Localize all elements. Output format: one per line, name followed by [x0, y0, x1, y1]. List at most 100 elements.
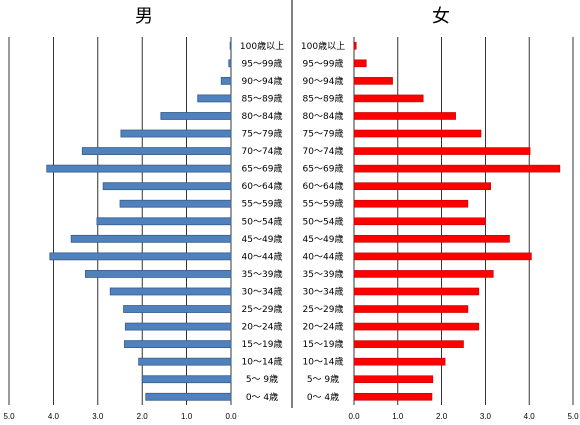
male-bar	[96, 217, 232, 226]
female-age-label: 70～74歳	[303, 145, 344, 157]
female-x-tick-label: 1.0	[392, 412, 404, 421]
female-age-label: 35～39歳	[303, 268, 344, 280]
female-bar	[353, 182, 491, 190]
female-x-tick-label: 5.0	[567, 412, 579, 421]
female-age-label: 55～59歳	[303, 198, 344, 210]
female-bar	[353, 199, 469, 208]
female-bar	[353, 77, 393, 85]
male-x-tick-label: 2.0	[137, 412, 149, 421]
male-age-label: 100歳以上	[240, 40, 284, 52]
female-age-label: 75～79歳	[303, 128, 344, 140]
female-age-label: 25～29歳	[303, 303, 344, 315]
male-bar	[141, 375, 232, 384]
female-bar	[353, 340, 464, 348]
male-bar	[160, 112, 232, 120]
male-bar	[49, 252, 232, 261]
male-bar	[119, 199, 232, 208]
male-age-label: 10～14歳	[242, 356, 283, 368]
female-age-label: 90～94歳	[303, 75, 344, 87]
male-age-label: 65～69歳	[242, 163, 283, 175]
male-bar	[120, 129, 232, 138]
male-age-label: 90～94歳	[242, 75, 283, 87]
female-bar	[353, 392, 433, 401]
male-bar	[229, 41, 232, 50]
female-bar	[353, 235, 510, 243]
female-age-label: 20～24歳	[303, 321, 344, 333]
female-bar	[353, 287, 480, 296]
female-age-label: 5～ 9歳	[307, 373, 339, 385]
female-age-label: 95～99歳	[303, 57, 344, 69]
male-bar	[123, 305, 232, 313]
male-bar	[197, 94, 232, 103]
female-bar	[353, 59, 367, 68]
female-bar	[353, 147, 531, 155]
male-x-tick-label: 0.0	[225, 412, 237, 421]
female-age-label: 30～34歳	[303, 285, 344, 297]
male-bar	[124, 340, 232, 349]
age-group-labels: 100歳以上 100歳以上 95～99歳 95～99歳 90～94歳 90～94歳 85～8…	[240, 40, 345, 403]
male-panel: 5.0 4.0 3.0 2.0 1.0 0.0	[3, 37, 237, 421]
female-bar	[353, 357, 446, 366]
female-bar	[353, 129, 482, 138]
female-x-tick-label: 2.0	[436, 412, 448, 421]
female-age-label: 85～89歳	[303, 92, 344, 104]
male-x-tick-label: 4.0	[48, 412, 60, 421]
male-age-label: 35～39歳	[242, 268, 283, 280]
male-age-label: 30～34歳	[242, 285, 283, 297]
male-bar	[84, 270, 232, 278]
female-bar	[353, 164, 561, 173]
male-age-label: 20～24歳	[242, 321, 283, 333]
male-x-tick-label: 1.0	[181, 412, 193, 421]
female-age-label: 10～14歳	[303, 356, 344, 368]
female-age-label: 0～ 4歳	[307, 391, 339, 403]
female-x-tick-label: 4.0	[524, 412, 536, 421]
male-age-label: 70～74歳	[242, 145, 283, 157]
female-age-label: 45～49歳	[303, 233, 344, 245]
male-bar	[220, 76, 232, 85]
male-age-label: 55～59歳	[242, 198, 283, 210]
male-age-label: 5～ 9歳	[246, 373, 278, 385]
male-bar	[46, 164, 232, 173]
male-bar	[81, 147, 232, 155]
female-x-tick-label: 3.0	[480, 412, 492, 421]
male-age-label: 75～79歳	[242, 128, 283, 140]
male-age-label: 80～84歳	[242, 110, 283, 122]
male-bar	[145, 392, 232, 401]
male-age-label: 45～49歳	[242, 233, 283, 245]
female-x-tick-label: 0.0	[348, 412, 360, 421]
female-age-label: 65～69歳	[303, 163, 344, 175]
male-age-label: 50～54歳	[242, 215, 283, 227]
male-age-label: 15～19歳	[242, 338, 283, 350]
male-age-label: 0～ 4歳	[246, 391, 278, 403]
female-bar	[353, 94, 424, 103]
female-age-label: 50～54歳	[303, 215, 344, 227]
female-age-label: 40～44歳	[303, 250, 344, 262]
female-panel-title: 女	[432, 6, 450, 27]
male-bar	[228, 59, 232, 68]
female-bar	[353, 41, 357, 50]
male-age-label: 85～89歳	[242, 92, 283, 104]
female-age-label: 60～64歳	[303, 180, 344, 192]
male-age-label: 40～44歳	[242, 250, 283, 262]
male-bar	[109, 287, 232, 296]
male-panel-title: 男	[135, 6, 153, 27]
female-bar	[353, 217, 486, 226]
female-bar	[353, 270, 494, 278]
female-bar	[353, 375, 434, 384]
male-age-label: 25～29歳	[242, 303, 283, 315]
female-age-label: 15～19歳	[303, 338, 344, 350]
male-bar	[124, 322, 232, 331]
male-bar	[138, 357, 232, 366]
male-age-label: 95～99歳	[242, 57, 283, 69]
female-bar	[353, 112, 456, 120]
male-bar	[102, 182, 232, 191]
male-bar	[70, 234, 232, 243]
male-x-tick-label: 3.0	[92, 412, 104, 421]
female-age-label: 80～84歳	[303, 110, 344, 122]
female-bar	[353, 252, 532, 261]
female-age-label: 100歳以上	[301, 40, 345, 52]
female-panel: 0.0 1.0 2.0 3.0 4.0 5.0	[348, 37, 579, 421]
female-bar	[353, 305, 469, 313]
male-age-label: 60～64歳	[242, 180, 283, 192]
